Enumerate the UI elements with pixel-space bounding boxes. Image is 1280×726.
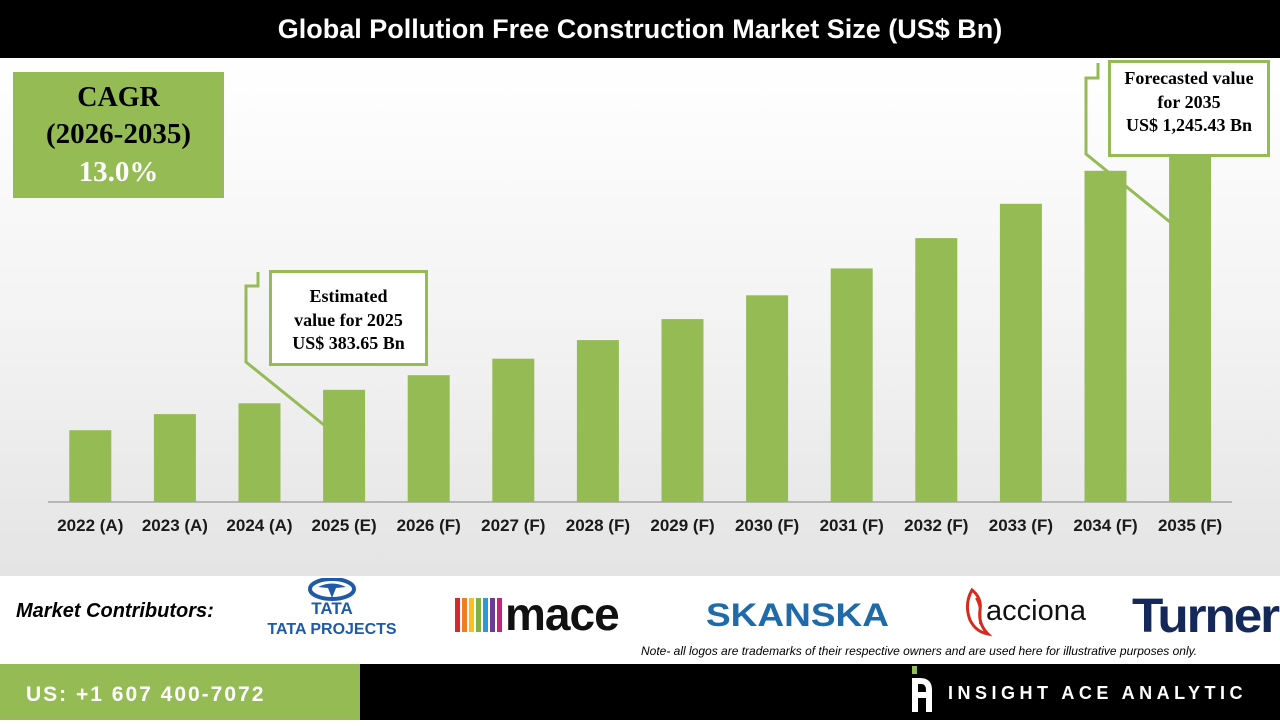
x-tick-label-7: 2029 (F) xyxy=(650,516,714,535)
forecast-callout-line3: US$ 1,245.43 Bn xyxy=(1125,115,1253,135)
bar-13 xyxy=(1169,137,1212,503)
forecast-callout-line2: for 2035 xyxy=(1157,91,1221,112)
estimated-callout-line1: Estimated xyxy=(309,286,388,306)
tata-emblem-icon: TATA TATA PROJECTS xyxy=(267,577,397,638)
turner-logo: Turner xyxy=(1132,586,1280,643)
x-tick-label-9: 2031 (F) xyxy=(820,516,884,535)
brand-bar xyxy=(360,664,1280,720)
bar-1 xyxy=(153,414,196,502)
acciona-wordmark: acciona xyxy=(986,595,1087,627)
skanska-wordmark: SKANSKA xyxy=(706,597,889,632)
x-tick-label-13: 2035 (F) xyxy=(1158,516,1222,535)
insight-ace-logo-icon xyxy=(912,666,932,712)
x-tick-label-1: 2023 (A) xyxy=(142,516,208,535)
x-tick-label-11: 2033 (F) xyxy=(989,516,1053,535)
x-tick-label-3: 2025 (E) xyxy=(311,516,376,535)
x-tick-label-4: 2026 (F) xyxy=(397,516,461,535)
bar-4 xyxy=(407,375,450,502)
bar-2 xyxy=(238,403,281,502)
brand-name: INSIGHT ACE ANALYTIC xyxy=(947,683,1247,703)
chart-area: 2022 (A) 2023 (A) 2024 (A) 2025 (E) 2026 (F)… xyxy=(0,58,1280,576)
x-tick-label-8: 2030 (F) xyxy=(735,516,799,535)
market-contributors-label: Market Contributors: xyxy=(16,600,214,622)
cagr-box: CAGR (2026-2035) 13.0% xyxy=(13,72,224,198)
cagr-label: CAGR xyxy=(77,82,160,113)
chart-title: Global Pollution Free Construction Marke… xyxy=(0,0,1280,58)
mace-logo: mace xyxy=(455,588,670,640)
estimated-callout-line3: US$ 383.65 Bn xyxy=(292,333,405,353)
x-tick-label-12: 2034 (F) xyxy=(1073,516,1137,535)
tata-projects-logo: TATA TATA PROJECTS xyxy=(248,577,418,640)
mace-stripes-icon: mace xyxy=(455,588,620,640)
bar-5 xyxy=(492,358,535,502)
bar-0 xyxy=(69,430,112,502)
estimated-callout-line2: value for 2025 xyxy=(294,309,403,330)
acciona-leaf-icon xyxy=(965,587,993,637)
trademark-note: Note- all logos are trademarks of their … xyxy=(641,644,1198,658)
x-tick-label-5: 2027 (F) xyxy=(481,516,545,535)
turner-wordmark: Turner xyxy=(1132,590,1279,638)
mace-wordmark: mace xyxy=(505,590,619,636)
cagr-period: (2026-2035) xyxy=(46,118,191,150)
bar-10 xyxy=(915,238,958,502)
x-tick-label-10: 2032 (F) xyxy=(904,516,968,535)
x-tick-label-6: 2028 (F) xyxy=(566,516,630,535)
x-tick-label-2: 2024 (A) xyxy=(226,516,292,535)
bar-8 xyxy=(746,295,789,502)
contributors-strip xyxy=(0,576,1280,664)
bar-6 xyxy=(576,340,619,502)
estimated-value-callout: Estimated value for 2025 US$ 383.65 Bn xyxy=(269,270,428,366)
forecast-value-callout: Forecasted value for 2035 US$ 1,245.43 B… xyxy=(1108,60,1270,157)
cagr-value: 13.0% xyxy=(78,156,159,188)
bar-9 xyxy=(830,268,873,502)
bar-12 xyxy=(1084,170,1127,503)
tata-wordmark: TATA xyxy=(311,599,353,618)
bar-chart: 2022 (A) 2023 (A) 2024 (A) 2025 (E) 2026 (F)… xyxy=(48,137,1232,535)
bar-11 xyxy=(999,203,1042,503)
tata-projects-text: TATA PROJECTS xyxy=(267,621,397,638)
bar-3 xyxy=(323,389,366,502)
x-tick-label-0: 2022 (A) xyxy=(57,516,123,535)
forecast-callout-line1: Forecasted value xyxy=(1124,68,1254,88)
acciona-logo: acciona xyxy=(962,584,1092,638)
bar-7 xyxy=(661,319,704,502)
phone-number[interactable]: US: +1 607 400-7072 xyxy=(0,664,360,720)
skanska-logo: SKANSKA xyxy=(706,596,896,633)
